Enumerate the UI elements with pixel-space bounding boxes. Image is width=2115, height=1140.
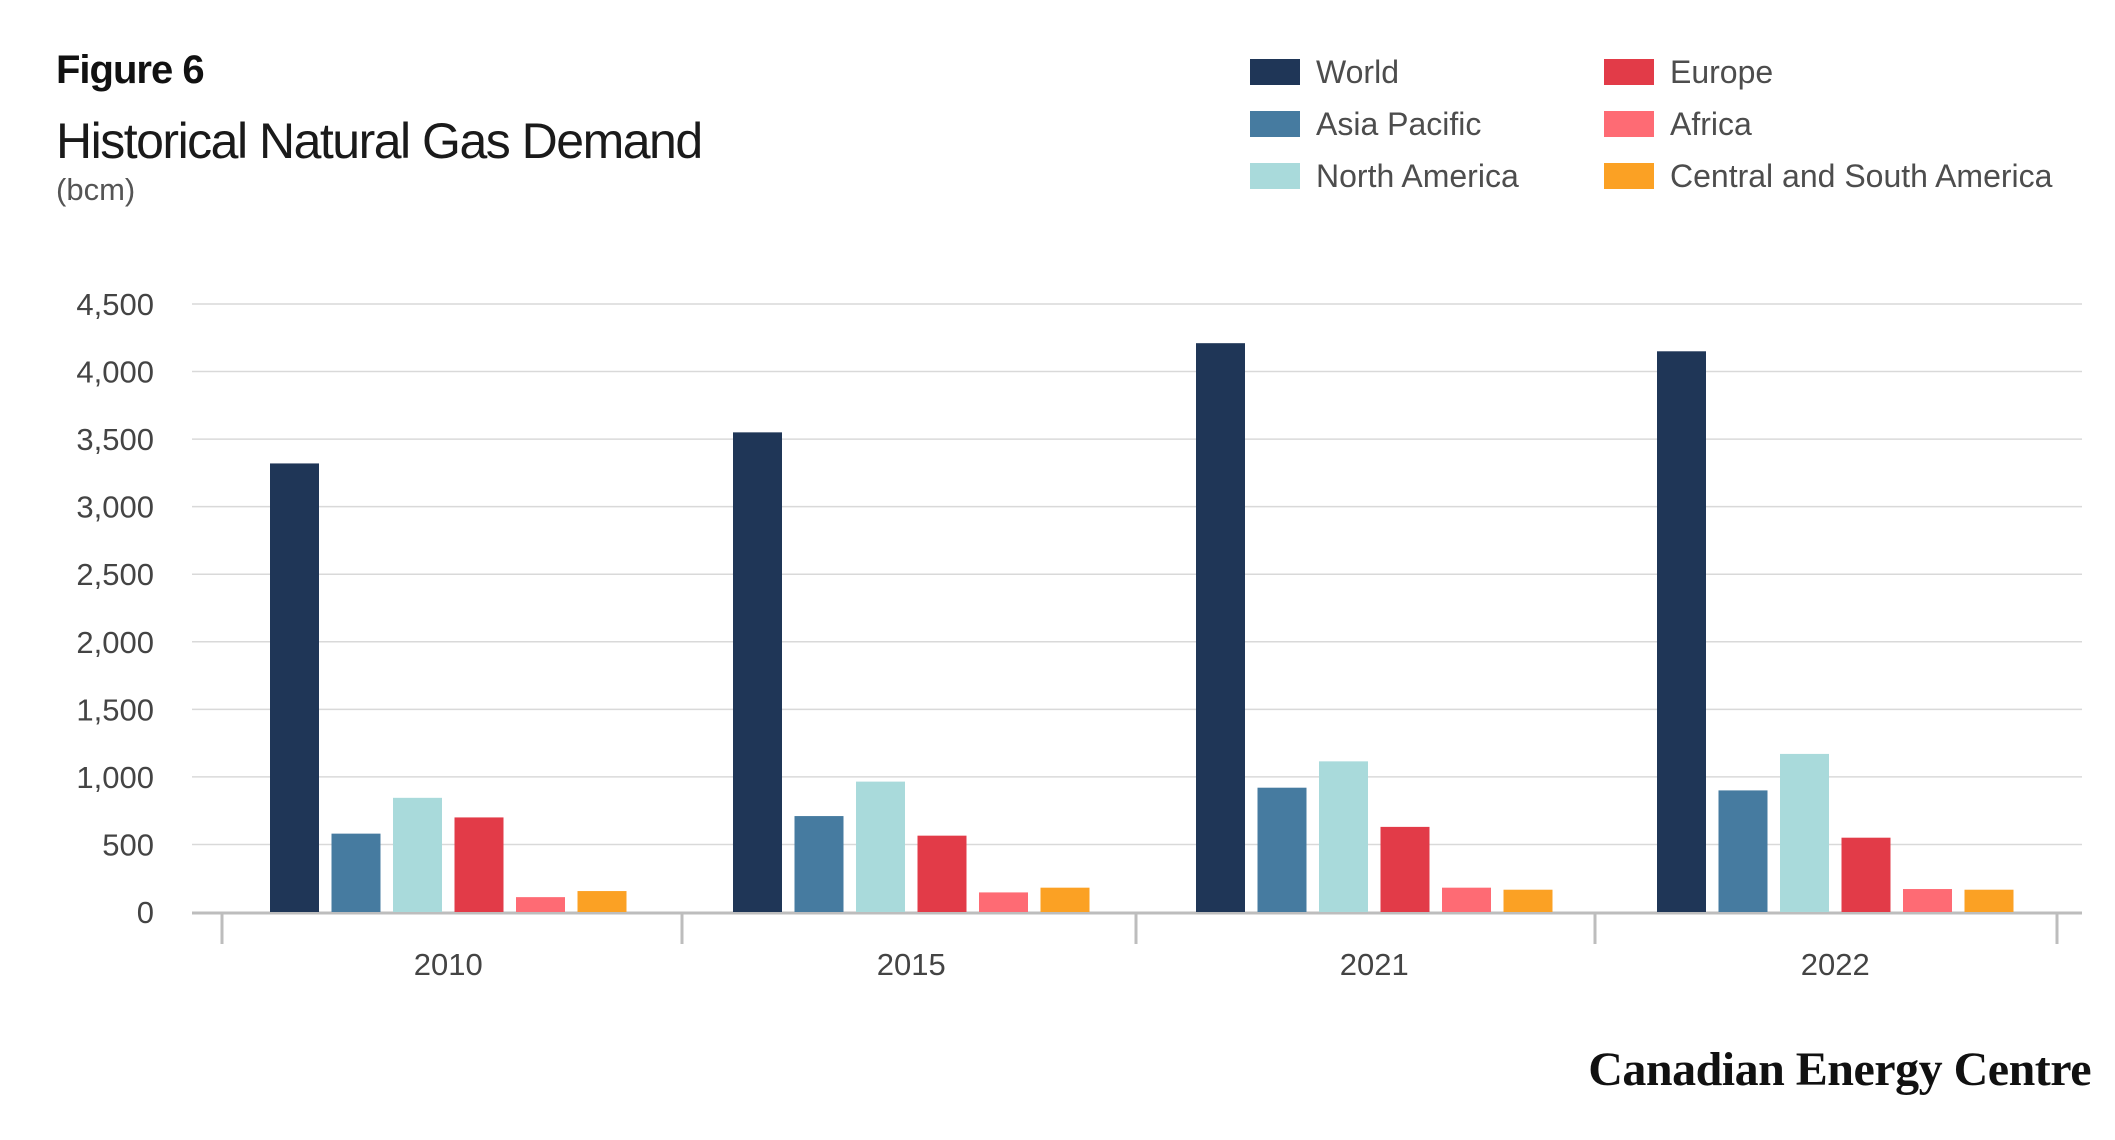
bar-world-2015 xyxy=(733,432,782,912)
legend-swatch-europe xyxy=(1604,59,1654,85)
bar-north-america-2022 xyxy=(1780,753,1829,912)
x-tick-label: 2021 xyxy=(1340,947,1409,982)
y-tick-label: 2,500 xyxy=(76,557,154,592)
legend-item-north-america: North America xyxy=(1250,156,1519,196)
bar-asia-pacific-2021 xyxy=(1257,787,1307,912)
bars xyxy=(270,343,2014,912)
legend-label-central-south-america: Central and South America xyxy=(1670,157,2053,194)
y-tick-label: 2,000 xyxy=(76,625,154,660)
legend-label-north-america: North America xyxy=(1316,157,1519,194)
bar-central-and-south-america-2010 xyxy=(577,891,627,912)
legend-swatch-north-america xyxy=(1250,163,1300,189)
bar-africa-2021 xyxy=(1442,887,1491,912)
bar-europe-2010 xyxy=(454,817,504,912)
legend-label-africa: Africa xyxy=(1670,105,1752,142)
legend-swatch-asia-pacific xyxy=(1250,111,1300,137)
bar-world-2010 xyxy=(270,463,319,912)
bar-north-america-2021 xyxy=(1319,761,1368,912)
bar-africa-2022 xyxy=(1903,889,1952,912)
bar-africa-2010 xyxy=(516,897,565,912)
brand-logo: Canadian Energy Centre xyxy=(1588,1043,2091,1096)
bar-world-2021 xyxy=(1196,343,1245,912)
legend-label-asia-pacific: Asia Pacific xyxy=(1316,105,1482,142)
bar-asia-pacific-2010 xyxy=(331,833,381,912)
x-axis xyxy=(192,911,2082,944)
bar-africa-2015 xyxy=(979,892,1028,912)
x-tick-label: 2010 xyxy=(414,947,483,982)
y-tick-label: 0 xyxy=(137,895,154,930)
bar-europe-2021 xyxy=(1380,826,1430,912)
bar-central-and-south-america-2021 xyxy=(1503,889,1553,912)
legend-item-world: World xyxy=(1250,52,1399,92)
legend-label-world: World xyxy=(1316,53,1399,90)
bar-north-america-2015 xyxy=(856,781,905,912)
y-tick-label: 1,500 xyxy=(76,692,154,727)
chart-title: Historical Natural Gas Demand xyxy=(56,113,703,169)
bar-asia-pacific-2022 xyxy=(1718,790,1768,912)
y-tick-label: 1,000 xyxy=(76,760,154,795)
y-tick-label: 500 xyxy=(102,827,154,862)
bar-europe-2015 xyxy=(917,835,967,912)
bar-central-and-south-america-2015 xyxy=(1040,887,1090,912)
figure-label: Figure 6 xyxy=(56,48,205,92)
x-tick-label: 2015 xyxy=(877,947,946,982)
legend-swatch-africa xyxy=(1604,111,1654,137)
legend-item-central-south-america: Central and South America xyxy=(1604,156,2052,196)
bar-north-america-2010 xyxy=(393,797,442,912)
x-tick-label: 2022 xyxy=(1801,947,1870,982)
chart-unit: (bcm) xyxy=(56,172,136,207)
legend-label-europe: Europe xyxy=(1670,53,1774,90)
y-tick-label: 3,000 xyxy=(76,490,154,525)
legend-item-europe: Europe xyxy=(1604,52,1773,92)
legend-item-africa: Africa xyxy=(1604,104,1752,144)
bar-europe-2022 xyxy=(1841,837,1891,912)
legend-swatch-world xyxy=(1250,59,1300,85)
bar-central-and-south-america-2022 xyxy=(1964,889,2014,912)
tick-labels: 0 500 1,000 1,500 2,000 2,500 3,000 3,500 4,000 4… xyxy=(76,287,1869,982)
y-tick-label: 3,500 xyxy=(76,422,154,457)
bar-asia-pacific-2015 xyxy=(794,816,844,912)
legend-item-asia-pacific: Asia Pacific xyxy=(1250,104,1481,144)
legend-swatch-central-south-america xyxy=(1604,163,1654,189)
bar-world-2022 xyxy=(1657,351,1706,912)
y-tick-label: 4,500 xyxy=(76,287,154,322)
chart-legend: World Asia Pacific North America Europe … xyxy=(1250,52,2090,212)
y-tick-label: 4,000 xyxy=(76,355,154,390)
